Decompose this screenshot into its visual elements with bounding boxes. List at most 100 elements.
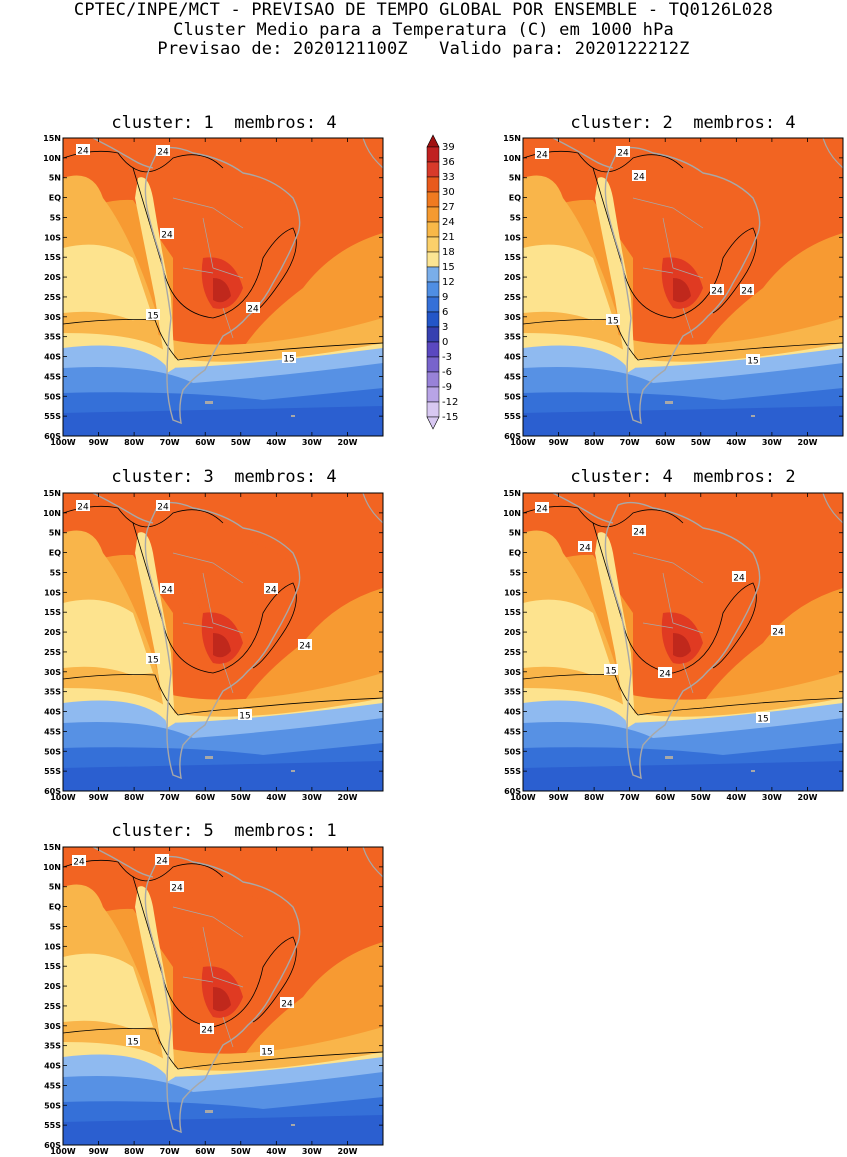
lat-tick-label: 10S	[44, 942, 61, 951]
contour-label: 24	[200, 1023, 214, 1036]
coastline-central-america	[92, 493, 154, 524]
svg-text:24: 24	[77, 503, 89, 513]
lat-tick-label: 10N	[503, 154, 521, 163]
colorbar-label: 36	[442, 157, 455, 168]
coastline-africa	[822, 138, 843, 169]
lat-tick-label: 50S	[44, 1101, 61, 1110]
lat-tick-label: 15S	[44, 962, 61, 971]
lat-tick-label: 15N	[503, 489, 521, 498]
colorbar-segment	[426, 161, 440, 178]
contour-label: 24	[740, 284, 754, 297]
lat-tick-label: 20S	[44, 273, 61, 282]
lat-tick-label: 15N	[43, 843, 61, 852]
lat-tick-label: 10S	[44, 588, 61, 597]
lat-tick-label: 15S	[504, 253, 521, 262]
colorbar-label: 12	[442, 277, 455, 288]
andes-strip	[135, 177, 175, 373]
svg-text:24: 24	[171, 884, 183, 894]
map-panel-3: 24 24 24 24 24 15 15 15N 10N 5N EQ 5S 10S 15S 20S 25S 30…	[43, 489, 384, 802]
contour-label: 24	[156, 145, 170, 158]
lat-tick-label: 5N	[509, 529, 521, 538]
coastline-central-america	[552, 138, 614, 169]
contour-label: 15	[146, 653, 160, 666]
field-deep-blue	[523, 406, 843, 436]
contour-label: 24	[616, 146, 630, 159]
lon-tick-label: 40W	[266, 1147, 286, 1156]
colorbar-segment	[426, 176, 440, 193]
header-forecast-dates: Previsao de: 2020121100Z Valido para: 20…	[157, 39, 690, 59]
field-hottest-core	[213, 987, 231, 1012]
lon-tick-label: 80W	[124, 1147, 144, 1156]
coastline-africa	[362, 138, 383, 169]
colorbar-label: -9	[442, 382, 452, 393]
lat-tick-label: 15S	[504, 608, 521, 617]
contour-label: 24	[156, 500, 170, 513]
panel-title-3: cluster: 3 membros: 4	[111, 467, 337, 487]
panel-title-2: cluster: 2 membros: 4	[570, 113, 796, 133]
lon-tick-label: 30W	[302, 438, 322, 447]
lat-tick-label: 30S	[44, 1022, 61, 1031]
lon-tick-label: 60W	[195, 793, 215, 802]
colorbar-label: 6	[442, 307, 448, 318]
lon-tick-label: 70W	[160, 793, 180, 802]
lat-tick-label: 60S	[504, 787, 521, 796]
svg-text:15: 15	[147, 312, 158, 322]
lat-tick-label: 10N	[43, 154, 61, 163]
lat-tick-label: 5N	[49, 529, 61, 538]
lon-tick-label: 80W	[124, 793, 144, 802]
lon-tick-label: 100W	[50, 1147, 76, 1156]
lon-tick-label: 40W	[726, 438, 746, 447]
lon-tick-label: 90W	[549, 793, 569, 802]
map-frame	[522, 492, 844, 792]
lon-tick-label: 60W	[655, 438, 675, 447]
colorbar-label: 24	[442, 217, 455, 228]
svg-text:24: 24	[161, 231, 173, 241]
lat-tick-label: 35S	[44, 333, 61, 342]
lat-tick-label: 45S	[44, 1081, 61, 1090]
south-georgia	[751, 415, 755, 417]
lat-tick-label: 15S	[44, 608, 61, 617]
field-hottest-core	[673, 278, 691, 303]
contour-15	[63, 319, 383, 361]
lat-tick-label: EQ	[49, 194, 61, 203]
colorbar-segment	[426, 191, 440, 208]
contour-label: 24	[578, 541, 592, 554]
colorbar-segment	[426, 266, 440, 283]
svg-text:15: 15	[261, 1048, 272, 1058]
lat-tick-label: 40S	[44, 353, 61, 362]
lat-tick-label: 20S	[44, 982, 61, 991]
contour-15	[523, 674, 843, 716]
svg-text:24: 24	[156, 857, 168, 867]
colorbar-segment	[426, 221, 440, 238]
contour-label: 24	[160, 228, 174, 241]
map-frame	[62, 846, 384, 1146]
lon-tick-label: 40W	[266, 793, 286, 802]
lon-tick-label: 60W	[195, 1147, 215, 1156]
lat-tick-label: 20S	[504, 628, 521, 637]
colorbar-segment	[426, 326, 440, 343]
lat-tick-label: 45S	[504, 372, 521, 381]
coastline-south-america	[144, 146, 301, 425]
contour-label: 24	[264, 583, 278, 596]
lon-tick-label: 100W	[50, 793, 76, 802]
contour-label: 24	[632, 170, 646, 183]
lat-tick-label: 5N	[49, 174, 61, 183]
contour-label: 24	[76, 500, 90, 513]
lat-tick-label: EQ	[49, 549, 61, 558]
lat-tick-label: 55S	[44, 767, 61, 776]
lat-tick-label: EQ	[509, 549, 521, 558]
field-deep-blue	[63, 1115, 383, 1145]
lat-tick-label: 5S	[50, 922, 62, 931]
lon-tick-label: 30W	[302, 793, 322, 802]
country-borders	[172, 552, 244, 694]
contour-label: 24	[535, 502, 549, 515]
lon-tick-label: 100W	[510, 793, 536, 802]
lat-tick-label: 15N	[503, 134, 521, 143]
colorbar-label: -12	[442, 397, 458, 408]
lat-tick-label: 55S	[44, 1121, 61, 1130]
lat-tick-label: 10N	[503, 509, 521, 518]
country-borders	[632, 197, 704, 339]
lat-tick-label: 50S	[44, 392, 61, 401]
